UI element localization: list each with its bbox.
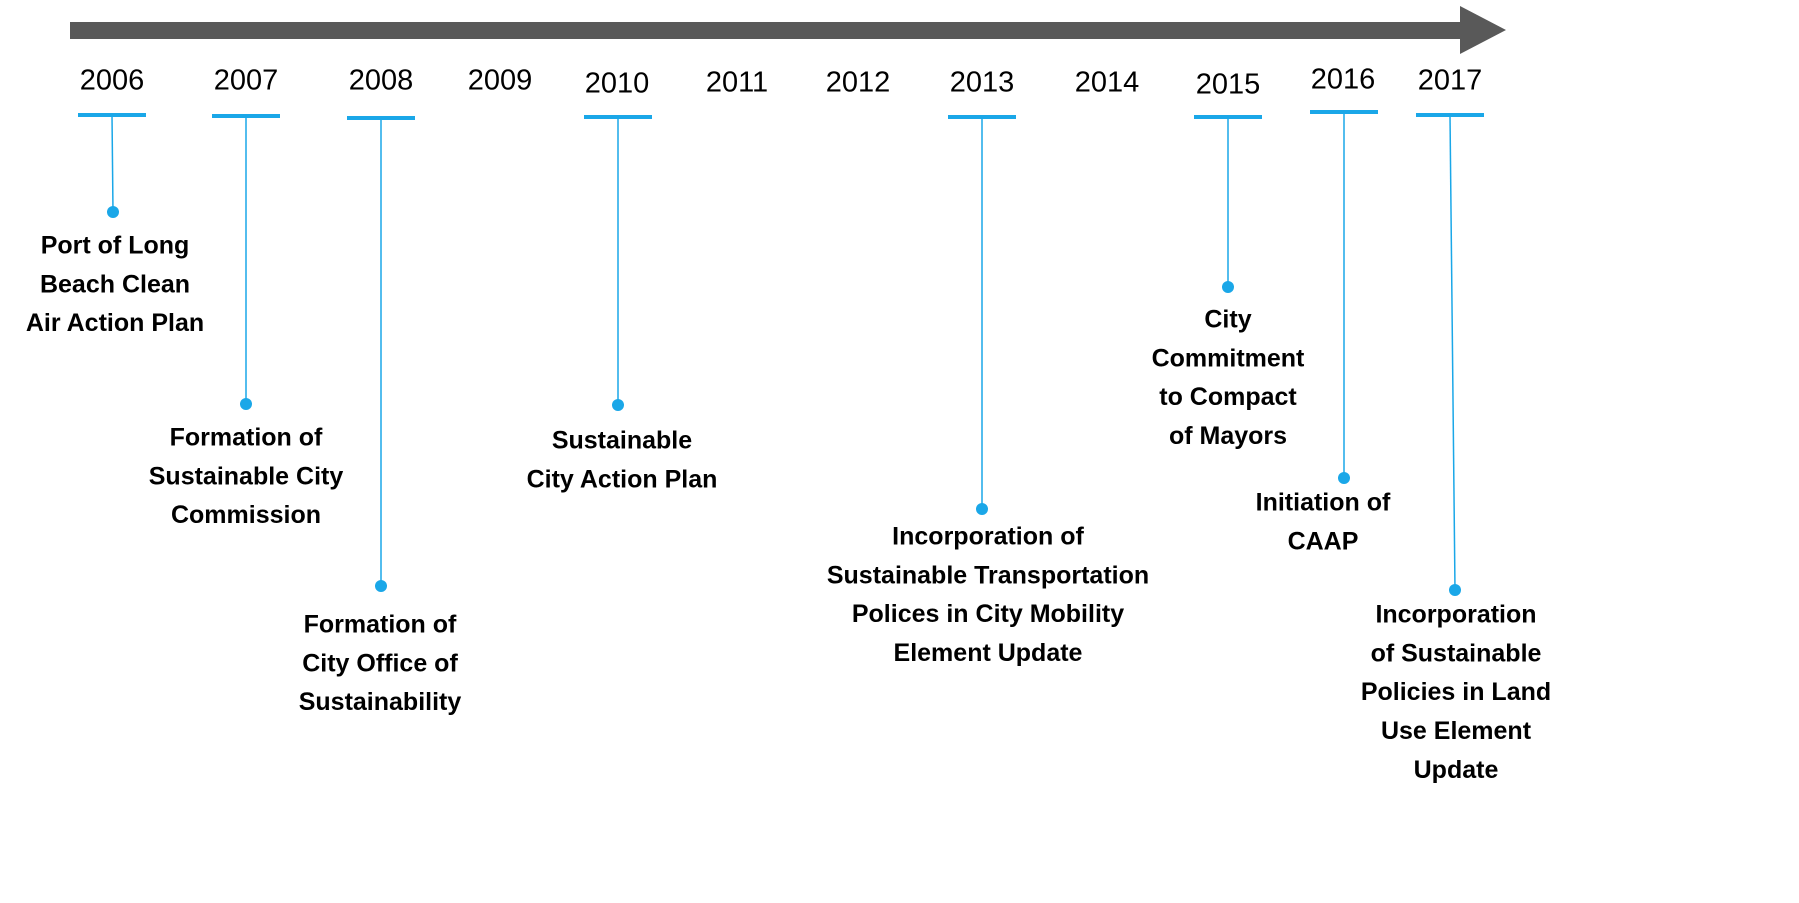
connector xyxy=(111,114,114,213)
event-label: Commission xyxy=(171,501,321,529)
connector xyxy=(1449,114,1456,591)
event-label: Air Action Plan xyxy=(26,309,204,337)
event-dot xyxy=(1449,584,1461,596)
event-label: to Compact xyxy=(1159,383,1297,411)
event-dot xyxy=(1338,472,1350,484)
year-label: 2013 xyxy=(950,67,1015,99)
year-label: 2012 xyxy=(826,67,891,99)
event-label: Use Element xyxy=(1381,717,1532,745)
year-label: 2016 xyxy=(1311,64,1376,96)
event-label: Sustainable City xyxy=(149,462,344,490)
event-label: Beach Clean xyxy=(40,270,190,298)
event-label: Incorporation xyxy=(1375,601,1536,629)
event-label: of Mayors xyxy=(1169,422,1287,450)
event-dot xyxy=(107,206,119,218)
event-label: Policies in Land xyxy=(1361,678,1551,706)
event-label: Formation of xyxy=(170,424,323,452)
event-label: Incorporation of xyxy=(892,523,1084,551)
event-label: City Action Plan xyxy=(527,465,718,493)
timeline-arrow-head xyxy=(1460,6,1506,54)
event-dot xyxy=(240,398,252,410)
event-label: Element Update xyxy=(894,639,1083,667)
year-label: 2008 xyxy=(349,65,414,97)
event-dot xyxy=(1222,281,1234,293)
event-dot xyxy=(375,580,387,592)
event-label: Sustainability xyxy=(299,688,462,716)
event-label: Commitment xyxy=(1152,344,1305,372)
event-label: Sustainable Transportation xyxy=(827,561,1149,589)
event-label: Update xyxy=(1414,756,1499,784)
year-label: 2007 xyxy=(214,65,279,97)
event-label: City Office of xyxy=(302,649,458,677)
event-label: of Sustainable xyxy=(1371,639,1542,667)
event-label: CAAP xyxy=(1288,527,1359,555)
event-label: Polices in City Mobility xyxy=(852,600,1124,628)
event-label: Port of Long xyxy=(41,232,190,260)
event-label: City xyxy=(1204,306,1251,334)
year-label: 2014 xyxy=(1075,67,1140,99)
year-label: 2017 xyxy=(1418,65,1483,97)
event-label: Sustainable xyxy=(552,427,692,455)
event-label: Initiation of xyxy=(1256,489,1391,517)
event-dot xyxy=(976,503,988,515)
event-label: Formation of xyxy=(304,611,457,639)
year-label: 2011 xyxy=(706,67,768,99)
year-label: 2009 xyxy=(468,65,533,97)
timeline-arrow-shaft xyxy=(70,22,1462,39)
year-label: 2006 xyxy=(80,65,145,97)
year-label: 2010 xyxy=(585,68,650,100)
year-label: 2015 xyxy=(1196,69,1261,101)
event-dot xyxy=(612,399,624,411)
